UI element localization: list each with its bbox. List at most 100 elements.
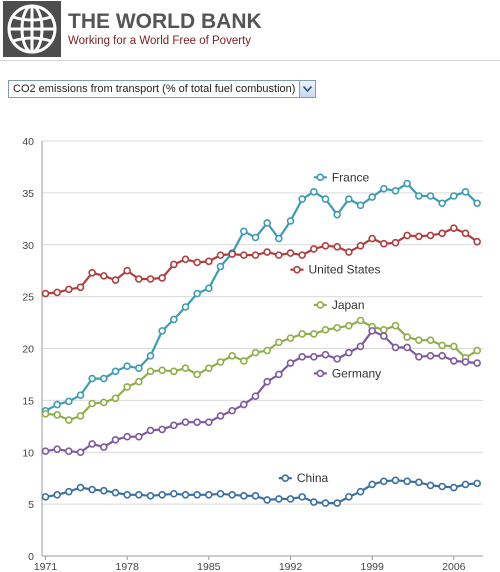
data-point-japan: [193, 370, 201, 379]
data-point-germany: [53, 445, 61, 453]
data-point-france: [345, 195, 353, 203]
data-point-china: [146, 492, 155, 500]
data-point-united-states: [88, 268, 96, 277]
header-divider: [0, 60, 500, 61]
data-point-germany: [356, 342, 365, 351]
data-point-france: [216, 262, 225, 271]
data-point-france: [368, 193, 376, 201]
data-point-united-states: [135, 275, 143, 283]
data-point-france: [426, 192, 435, 200]
data-point-united-states: [146, 275, 155, 283]
data-point-japan: [263, 346, 271, 355]
data-point-france: [193, 289, 201, 298]
legend-marker-germany: [316, 369, 325, 378]
data-point-united-states: [333, 243, 341, 251]
data-point-france: [240, 227, 248, 236]
data-point-france: [450, 192, 458, 200]
data-point-germany: [193, 418, 201, 426]
x-tick-label: 1971: [34, 561, 58, 572]
data-point-united-states: [356, 241, 365, 250]
legend-marker-united-states: [293, 265, 301, 274]
data-point-japan: [380, 326, 388, 334]
data-point-united-states: [403, 231, 411, 240]
y-tick-label: 35: [22, 188, 34, 200]
series-line-united-states: [45, 226, 478, 295]
data-point-china: [193, 490, 201, 499]
data-point-china: [426, 481, 435, 490]
data-point-china: [100, 486, 108, 495]
data-point-germany: [65, 447, 73, 456]
data-point-japan: [415, 336, 423, 345]
data-point-france: [263, 219, 271, 227]
data-point-france: [321, 195, 330, 203]
data-point-united-states: [263, 248, 271, 256]
indicator-dropdown[interactable]: CO2 emissions from transport (% of total…: [8, 80, 317, 98]
globe-logo-icon[interactable]: [3, 1, 61, 62]
brand-tagline: Working for a World Free of Poverty: [68, 35, 252, 47]
data-point-japan: [473, 346, 481, 355]
series-label-germany: Germany: [332, 366, 381, 380]
data-point-japan: [310, 330, 318, 338]
data-point-united-states: [170, 260, 178, 269]
data-point-germany: [240, 400, 248, 409]
data-point-united-states: [216, 251, 225, 259]
data-point-japan: [321, 326, 330, 334]
data-point-germany: [426, 351, 435, 360]
brand-title[interactable]: THE WORLD BANK: [68, 10, 262, 33]
data-point-united-states: [426, 231, 435, 240]
data-point-germany: [345, 348, 353, 357]
data-point-united-states: [100, 272, 108, 280]
data-point-china: [473, 479, 481, 488]
data-point-japan: [205, 364, 213, 373]
data-point-japan: [356, 316, 365, 325]
series-label-france: France: [332, 170, 370, 184]
data-point-germany: [135, 432, 143, 441]
data-point-france: [251, 233, 260, 242]
data-point-germany: [380, 332, 388, 340]
data-point-france: [275, 234, 283, 243]
data-point-france: [65, 397, 73, 406]
data-point-china: [76, 483, 85, 492]
legend-marker-japan: [316, 301, 325, 309]
data-point-united-states: [286, 249, 295, 257]
data-point-france: [473, 199, 481, 208]
data-point-china: [158, 490, 166, 499]
data-point-germany: [263, 377, 271, 386]
data-point-china: [391, 476, 400, 485]
data-point-france: [170, 315, 178, 324]
data-point-germany: [111, 435, 120, 444]
data-point-germany: [100, 443, 108, 451]
data-point-japan: [123, 383, 131, 391]
data-point-france: [391, 187, 400, 195]
data-point-united-states: [111, 276, 120, 284]
data-point-united-states: [461, 229, 470, 238]
data-point-united-states: [298, 251, 306, 259]
data-point-france: [111, 367, 120, 376]
data-point-france: [298, 195, 306, 203]
data-point-france: [356, 201, 365, 210]
y-tick-label: 40: [22, 136, 34, 148]
data-point-china: [251, 492, 260, 500]
data-point-japan: [450, 342, 458, 351]
data-point-united-states: [380, 239, 388, 248]
data-point-china: [228, 490, 236, 499]
series-line-germany: [45, 329, 478, 454]
data-point-japan: [65, 416, 73, 424]
data-point-china: [286, 495, 295, 503]
data-point-germany: [321, 350, 330, 359]
data-point-japan: [111, 394, 120, 403]
data-point-japan: [100, 398, 108, 407]
chevron-down-icon[interactable]: [300, 80, 317, 98]
indicator-dropdown-value[interactable]: CO2 emissions from transport (% of total…: [8, 80, 301, 98]
site-header: THE WORLD BANK Working for a World Free …: [0, 0, 500, 58]
data-point-france: [76, 391, 85, 399]
data-point-france: [181, 303, 190, 311]
data-point-united-states: [205, 257, 213, 266]
x-tick-label: 1985: [197, 561, 221, 572]
data-point-china: [123, 490, 131, 499]
data-point-france: [88, 374, 96, 383]
data-point-china: [111, 488, 120, 497]
data-point-china: [461, 480, 470, 489]
data-point-china: [403, 477, 411, 486]
data-point-germany: [461, 358, 470, 366]
